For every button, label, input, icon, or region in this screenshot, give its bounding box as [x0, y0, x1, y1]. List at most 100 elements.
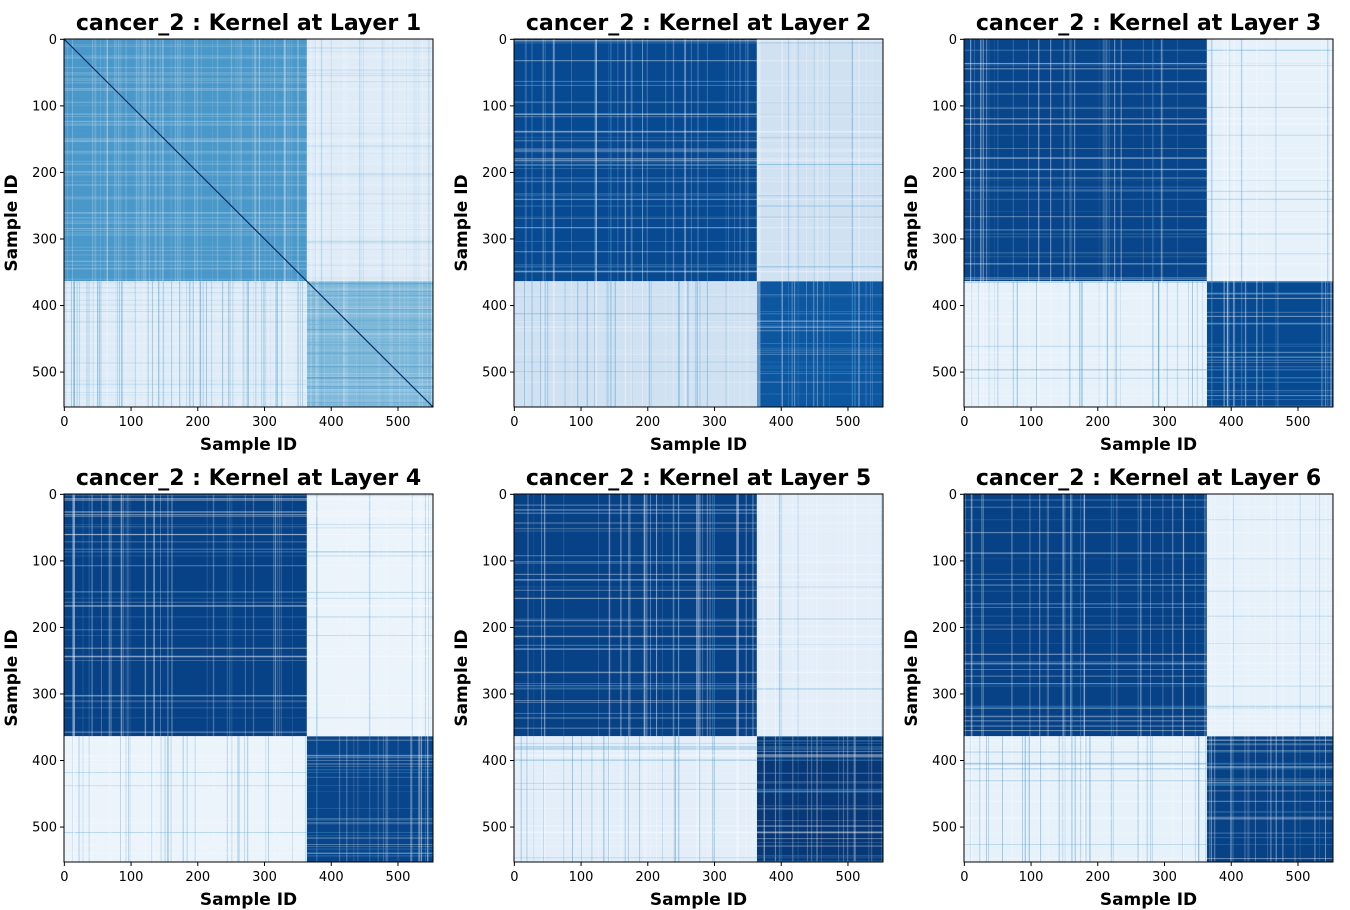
heatmap-column-stripe: [870, 39, 872, 407]
heatmap-column-stripe: [812, 39, 815, 407]
heatmap-column-stripe: [980, 39, 982, 407]
heatmap-row-stripe: [64, 163, 433, 165]
heatmap-row-stripe: [64, 818, 433, 820]
heatmap-row-stripe: [964, 707, 1333, 709]
heatmap-row-stripe: [964, 766, 1333, 768]
heatmap-row-stripe: [306, 808, 433, 809]
heatmap-row-stripe: [1206, 811, 1333, 813]
heatmap-column-stripe: [880, 494, 883, 862]
heatmap-row-stripe: [964, 628, 1333, 630]
heatmap-column-stripe: [377, 39, 379, 407]
heatmap-column-stripe: [822, 39, 825, 407]
heatmap-column-stripe: [644, 494, 646, 862]
chart-title: cancer_2 : Kernel at Layer 4: [76, 466, 421, 491]
heatmap-column-stripe: [346, 494, 348, 862]
heatmap-column-stripe: [525, 39, 527, 407]
heatmap-row-stripe: [1206, 322, 1333, 324]
heatmap-row-stripe: [514, 625, 883, 627]
heatmap-column-stripe: [758, 39, 760, 407]
heatmap-column-stripe: [413, 39, 415, 407]
heatmap-column-stripe: [1040, 736, 1042, 862]
heatmap-row-stripe: [514, 561, 883, 563]
heatmap-column-stripe: [752, 494, 754, 862]
heatmap-column-stripe: [524, 281, 525, 407]
heatmap-column-stripe: [643, 494, 645, 862]
heatmap-row-stripe: [964, 62, 1333, 65]
heatmap-row-stripe: [514, 759, 883, 761]
heatmap-column-stripe: [624, 39, 626, 407]
heatmap-row-stripe: [64, 605, 433, 607]
heatmap-row-stripe: [964, 832, 1333, 834]
heatmap-column-stripe: [678, 494, 679, 862]
heatmap-column-stripe: [1069, 281, 1071, 407]
heatmap-column-stripe: [153, 494, 155, 862]
heatmap-column-stripe: [1150, 736, 1152, 862]
heatmap-row-stripe: [64, 591, 433, 593]
heatmap-column-stripe: [690, 39, 692, 407]
heatmap-column-stripe: [151, 736, 153, 862]
heatmap-column-stripe: [1158, 281, 1160, 407]
heatmap-row-stripe: [964, 177, 1333, 179]
heatmap-column-stripe: [1106, 39, 1107, 407]
heatmap-row-stripe: [514, 563, 883, 564]
heatmap-column-stripe: [1230, 494, 1231, 862]
heatmap-row-stripe: [964, 624, 1333, 626]
heatmap-row-stripe: [964, 345, 1333, 348]
heatmap-column-stripe: [792, 494, 794, 862]
heatmap-column-stripe: [697, 494, 699, 862]
heatmap-row-stripe: [964, 233, 1333, 234]
heatmap-row-stripe: [964, 762, 1333, 764]
axes-frame: [513, 38, 884, 408]
heatmap-row-stripe: [514, 320, 883, 322]
heatmap-column-stripe: [145, 39, 147, 407]
x-tick-label: 100: [119, 870, 144, 885]
heatmap-column-stripe: [696, 494, 698, 862]
heatmap-column-stripe: [624, 39, 627, 407]
heatmap-row-stripe: [514, 326, 883, 328]
heatmap-column-stripe: [275, 281, 277, 407]
heatmap-row-stripe: [514, 781, 883, 783]
heatmap-column-stripe: [297, 39, 299, 407]
heatmap-row-stripe: [964, 278, 1333, 281]
heatmap-column-stripe: [1038, 39, 1040, 407]
heatmap-row-stripe: [514, 251, 883, 253]
heatmap-column-stripe: [1210, 39, 1213, 407]
heatmap-row-stripe: [514, 159, 883, 161]
heatmap-cells: [514, 39, 883, 407]
heatmap-row-stripe: [756, 325, 883, 326]
heatmap-column-stripe: [608, 736, 609, 862]
heatmap-column-stripe: [78, 736, 80, 862]
heatmap-block-offdiag-upper: [756, 39, 883, 282]
heatmap-row-stripe: [514, 750, 883, 753]
heatmap-row-stripe: [514, 264, 883, 266]
heatmap-row-stripe: [964, 134, 1333, 136]
heatmap-column-stripe: [648, 281, 650, 407]
heatmap-row-stripe: [64, 267, 433, 269]
heatmap-row-stripe: [64, 278, 433, 281]
heatmap-column-stripe: [1320, 39, 1322, 407]
heatmap-row-stripe: [964, 123, 1333, 125]
heatmap-row-stripe: [64, 138, 433, 140]
heatmap-row-stripe: [514, 198, 883, 201]
heatmap-block-offdiag-lower: [64, 281, 307, 407]
heatmap-column-stripe: [232, 39, 234, 407]
heatmap-column-stripe: [747, 39, 749, 407]
heatmap-column-stripe: [264, 39, 265, 407]
heatmap-column-stripe: [1314, 494, 1316, 862]
heatmap-column-stripe: [1102, 39, 1104, 407]
heatmap-column-stripe: [258, 39, 260, 407]
heatmap-column-stripe: [598, 494, 599, 862]
heatmap-column-stripe: [1194, 494, 1196, 862]
heatmap-row-stripe: [64, 766, 433, 767]
x-tick-label: 500: [1286, 870, 1311, 885]
heatmap-row-stripe: [64, 160, 433, 163]
heatmap-column-stripe: [252, 39, 254, 407]
heatmap-column-stripe: [407, 39, 409, 407]
heatmap-row-stripe: [64, 846, 433, 847]
heatmap-column-stripe: [1209, 494, 1211, 862]
heatmap-column-stripe: [520, 736, 522, 862]
heatmap-row-stripe: [964, 351, 1333, 354]
heatmap-row-stripe: [64, 514, 433, 516]
heatmap-column-stripe: [709, 494, 711, 862]
